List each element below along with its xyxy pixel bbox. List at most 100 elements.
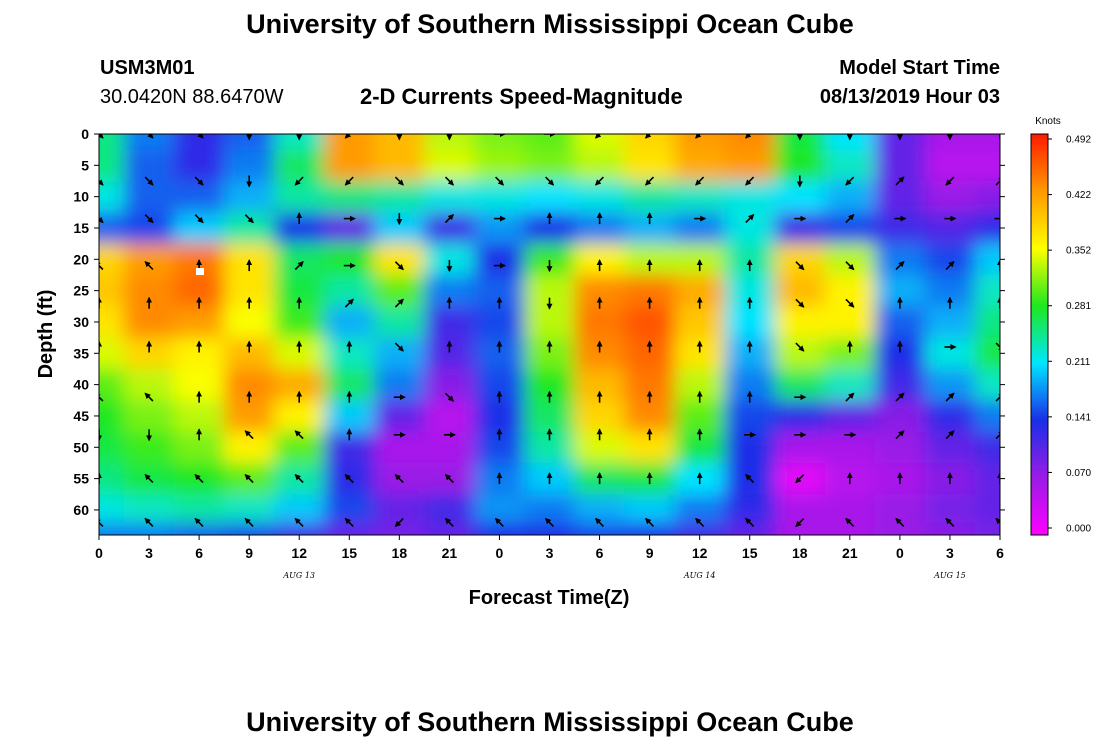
heatmap-cell [374, 337, 426, 370]
heatmap-cell [474, 522, 526, 535]
y-tick-label: 20 [73, 251, 89, 267]
current-vector-arrow [99, 260, 104, 271]
current-vector-arrow [394, 176, 404, 186]
x-tick-label: 6 [195, 545, 203, 561]
current-vector-arrow [995, 430, 1000, 440]
heatmap-cell [674, 212, 726, 245]
colorbar-tick-label: 0.492 [1066, 135, 1091, 146]
colorbar-tick-label: 0.211 [1066, 357, 1091, 368]
heatmap-cell [674, 181, 726, 214]
heatmap-cell [824, 134, 876, 151]
heatmap-cell [724, 306, 776, 339]
current-vector-arrow [695, 134, 702, 139]
current-vector-arrow [895, 260, 905, 271]
heatmap-cell [874, 181, 926, 214]
x-tick-label: 3 [546, 545, 554, 561]
heatmap-cell [474, 212, 526, 245]
heatmap-cell [99, 149, 125, 182]
current-vector-arrow [294, 517, 304, 527]
heatmap-cell [975, 400, 1000, 433]
current-vector-arrow [99, 216, 104, 224]
y-tick-label: 30 [73, 314, 89, 330]
current-vector-arrow [845, 392, 855, 402]
heatmap-cell [99, 306, 125, 339]
current-vector-arrow [394, 298, 404, 308]
heatmap-cell [624, 522, 676, 535]
heatmap-cell [124, 181, 175, 214]
heatmap-cell [674, 306, 726, 339]
model-start-label: Model Start Time [839, 57, 1000, 79]
heatmap-cell [774, 243, 826, 276]
heatmap-cell [224, 134, 275, 151]
heatmap-cell [874, 134, 926, 151]
heatmap-cell [474, 149, 526, 182]
heatmap-cell [524, 306, 576, 339]
heatmap-cell [124, 243, 175, 276]
current-vector-arrow [895, 392, 905, 402]
y-tick-label: 40 [73, 377, 89, 393]
heatmap-cell [524, 181, 576, 214]
heatmap-cell [624, 181, 676, 214]
heatmap-cell [424, 181, 476, 214]
heatmap-cell [474, 134, 526, 151]
heatmap-cell [124, 369, 175, 402]
current-vector-arrow [945, 392, 955, 402]
current-vector-arrow [344, 517, 354, 527]
heatmap-cell [824, 243, 876, 276]
heatmap-cell [99, 462, 125, 495]
heatmap-cell [975, 275, 1000, 308]
heatmap-cell [174, 212, 225, 245]
current-vector-arrow [745, 176, 755, 186]
heatmap-cell [924, 400, 976, 433]
station-coordinates: 30.0420N 88.6470W [100, 86, 284, 108]
heatmap-cell [324, 134, 376, 151]
location-marker [196, 268, 204, 275]
current-vector-arrow [845, 213, 855, 224]
heatmap-cell [224, 522, 275, 535]
heatmap-cell [274, 149, 326, 182]
heatmap-cell [975, 212, 1000, 245]
heatmap-cell [724, 494, 776, 524]
current-vector-arrow [99, 392, 104, 402]
current-vector-arrow [99, 134, 104, 139]
x-tick-label: 3 [946, 545, 954, 561]
heatmap-cell [424, 306, 476, 339]
current-vector-arrow [795, 298, 805, 308]
current-vector-arrow [945, 517, 955, 527]
heatmap-cell [174, 522, 225, 535]
current-vector-arrow [895, 430, 905, 440]
heatmap-cell [374, 522, 426, 535]
current-vector-arrow [695, 176, 705, 186]
heatmap-cell [724, 181, 776, 214]
current-vector-arrow [995, 342, 1000, 352]
heatmap-cell [975, 494, 1000, 524]
heatmap-cell [674, 149, 726, 182]
current-vector-arrow [845, 176, 855, 186]
heatmap-cell [824, 275, 876, 308]
heatmap-cell [924, 134, 976, 151]
current-vector-arrow [795, 518, 805, 528]
heatmap-cell [99, 243, 125, 276]
heatmap-cell [874, 243, 926, 276]
heatmap-cell [624, 149, 676, 182]
heatmap-cell [274, 181, 326, 214]
heatmap-cell [975, 462, 1000, 495]
heatmap-cell [574, 181, 626, 214]
heatmap-cell [274, 522, 326, 535]
heatmap-cell [174, 400, 225, 433]
current-vector-arrow [745, 517, 755, 527]
x-tick-label: 18 [792, 545, 808, 561]
current-vector-arrow [394, 518, 404, 528]
heatmap-cell [574, 494, 626, 524]
heatmap-cell [274, 494, 326, 524]
current-vector-arrow [344, 134, 352, 139]
heatmap-cell [99, 369, 125, 402]
heatmap-cell [474, 243, 526, 276]
heatmap-cell [174, 181, 225, 214]
heatmap-cell [874, 306, 926, 339]
current-vector-arrow [995, 176, 1000, 186]
current-vector-arrow [99, 179, 104, 186]
current-vector-arrow [147, 134, 154, 139]
heatmap-cell [824, 522, 876, 535]
y-tick-label: 50 [73, 439, 89, 455]
